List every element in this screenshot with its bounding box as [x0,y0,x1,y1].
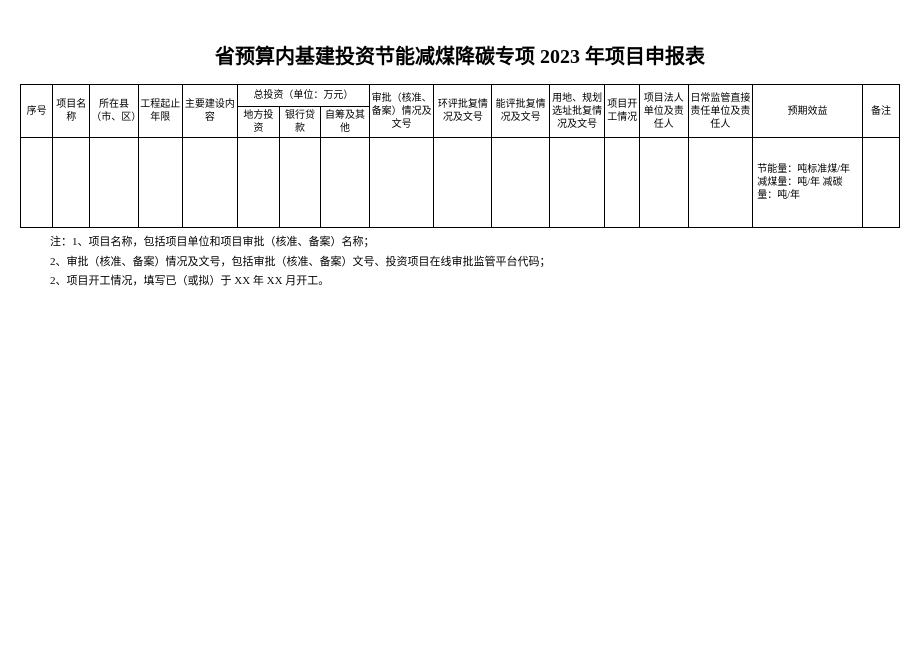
col-seq: 序号 [21,85,53,138]
note-1: 注：1、项目名称，包括项目单位和项目审批（核准、备案）名称； [50,234,900,252]
col-county: 所在县（市、区） [90,85,139,138]
table-row: 节能量：吨标准煤/年减煤量：吨/年 减碳量：吨/年 [21,138,900,228]
cell-legal [640,138,689,228]
cell-daily [688,138,753,228]
cell-env [434,138,492,228]
page-title: 省预算内基建投资节能减煤降碳专项 2023 年项目申报表 [20,40,900,69]
cell-name [53,138,90,228]
col-name: 项目名称 [53,85,90,138]
col-land: 用地、规划选址批复情况及文号 [549,85,604,138]
col-inv-local: 地方投资 [238,107,280,138]
col-benefit: 预期效益 [753,85,863,138]
col-approve: 审批（核准、备案）情况及文号 [369,85,434,138]
col-energy: 能评批复情况及文号 [492,85,550,138]
cell-inv-bank [279,138,321,228]
notes-section: 注：1、项目名称，包括项目单位和项目审批（核准、备案）名称； 2、审批（核准、备… [20,234,900,291]
cell-inv-local [238,138,280,228]
cell-energy [492,138,550,228]
col-env: 环评批复情况及文号 [434,85,492,138]
col-legal: 项目法人单位及责任人 [640,85,689,138]
note-3: 2、项目开工情况，填写已（或拟）于 XX 年 XX 月开工。 [50,273,900,291]
col-start: 项目开工情况 [605,85,640,138]
col-inv-bank: 银行贷款 [279,107,321,138]
cell-period [138,138,182,228]
cell-benefit: 节能量：吨标准煤/年减煤量：吨/年 减碳量：吨/年 [753,138,863,228]
cell-note [862,138,899,228]
note-2: 2、审批（核准、备案）情况及文号，包括审批（核准、备案）文号、投资项目在线审批监… [50,254,900,272]
col-inv-other: 自筹及其他 [321,107,370,138]
cell-start [605,138,640,228]
col-content: 主要建设内容 [182,85,237,138]
cell-approve [369,138,434,228]
cell-county [90,138,139,228]
col-note: 备注 [862,85,899,138]
col-period: 工程起止年限 [138,85,182,138]
cell-content [182,138,237,228]
declaration-table: 序号 项目名称 所在县（市、区） 工程起止年限 主要建设内容 总投资（单位：万元… [20,84,900,228]
cell-inv-other [321,138,370,228]
cell-land [549,138,604,228]
col-daily: 日常监管直接责任单位及责任人 [688,85,753,138]
col-investment-group: 总投资（单位：万元） [238,85,370,107]
cell-seq [21,138,53,228]
